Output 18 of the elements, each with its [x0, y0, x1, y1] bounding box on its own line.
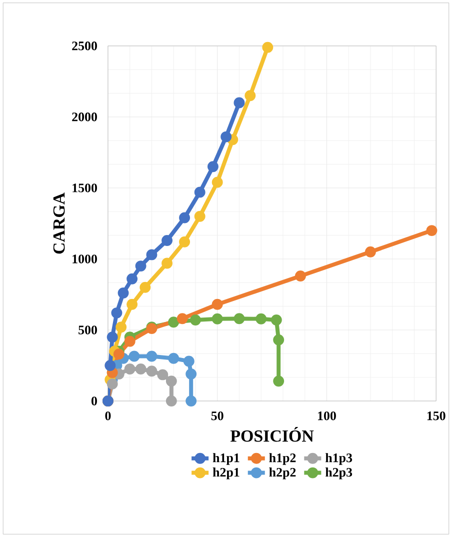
x-tick-label: 0: [105, 411, 111, 420]
legend-label: h2p3: [325, 468, 352, 480]
y-tick-label: 2500: [72, 42, 97, 50]
y-tick-label: 1000: [72, 254, 97, 264]
legend-label: h2p1: [212, 468, 240, 480]
x-tick-label: 50: [211, 411, 224, 420]
x-axis-title: POSICIÓN: [230, 427, 314, 442]
legend-label: h2p2: [269, 468, 296, 480]
x-tick-label: 100: [318, 411, 336, 420]
legend-label: h1p2: [269, 453, 296, 465]
y-tick-label: 2000: [72, 112, 97, 122]
legend-label: h1p1: [212, 453, 240, 465]
x-tick-label: 150: [427, 411, 446, 420]
y-tick-label: 500: [78, 326, 97, 334]
y-axis-title: CARGA: [53, 192, 65, 254]
y-tick-label: 0: [92, 396, 97, 406]
y-tick-label: 1500: [72, 184, 97, 192]
legend-label: h1p3: [325, 453, 352, 465]
